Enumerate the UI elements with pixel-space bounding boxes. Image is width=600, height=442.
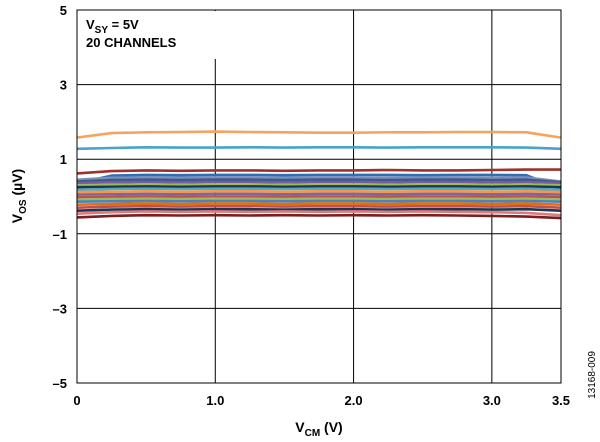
- series-line-3: [76, 168, 561, 175]
- series-line-11: [76, 190, 562, 194]
- y-tick-label: 1: [60, 152, 67, 167]
- series-line-5: [76, 176, 562, 183]
- series-line-12: [76, 192, 562, 196]
- y-tick-label: –1: [53, 227, 67, 242]
- plot-frame: [76, 9, 562, 384]
- annotation-vsy: VSY = 5V: [86, 17, 139, 36]
- x-tick-label: 3.0: [483, 393, 501, 408]
- series-line-7: [76, 180, 562, 185]
- series-line-18: [76, 207, 562, 212]
- x-tick-label: 2.0: [345, 393, 363, 408]
- series-line-9: [76, 185, 562, 189]
- x-tick-label: 0: [73, 393, 80, 408]
- series-line-19: [76, 210, 562, 217]
- series-line-17: [76, 204, 562, 209]
- series-line-6: [76, 178, 562, 184]
- annotation-channels: 20 CHANNELS: [86, 35, 177, 50]
- series-line-14: [76, 197, 562, 201]
- series-line-20: [76, 213, 562, 220]
- y-axis-label: VOS (µV): [9, 169, 29, 223]
- y-tick-label: –3: [53, 301, 67, 316]
- figure-id: 13168-009: [587, 351, 598, 399]
- series-line-8: [76, 183, 562, 187]
- x-tick-labels: 0 1.0 2.0 3.0 3.5: [73, 393, 570, 408]
- series-line-1: [76, 130, 562, 139]
- annotation-box: [78, 11, 216, 59]
- y-tick-labels: –5 –3 –1 1 3 5: [53, 3, 67, 391]
- x-tick-label: 3.5: [552, 393, 570, 408]
- x-axis-label: VCM (V): [295, 419, 342, 439]
- series-line-13: [76, 195, 562, 199]
- series-line-4: [76, 173, 562, 191]
- y-tick-label: 5: [60, 3, 67, 18]
- y-tick-label: –5: [53, 376, 67, 391]
- series-line-10: [76, 187, 562, 192]
- series-line-2: [76, 146, 562, 151]
- series-line-15: [76, 199, 562, 203]
- series-group: [76, 130, 562, 220]
- series-line-16: [76, 202, 562, 206]
- x-tick-label: 1.0: [206, 393, 224, 408]
- y-tick-label: 3: [60, 78, 67, 93]
